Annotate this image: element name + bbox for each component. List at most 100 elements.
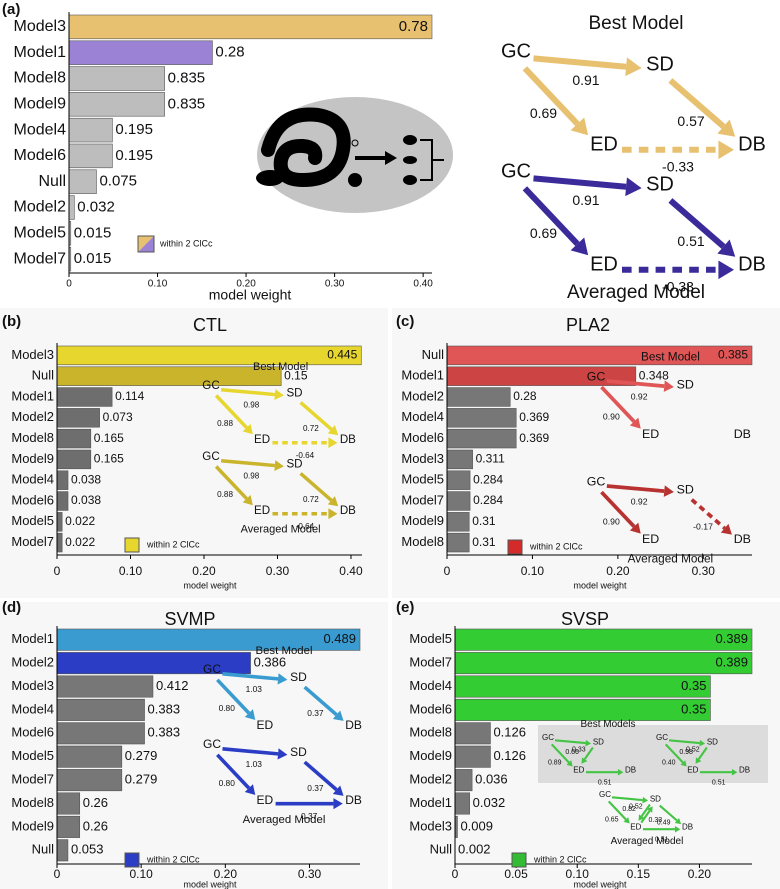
arrowhead	[242, 423, 253, 435]
arrowhead	[327, 425, 339, 436]
path-diagram: 0.660.89 0.33 0.51 GC SD ED DB Best Models	[542, 719, 636, 786]
edge-line	[664, 743, 684, 764]
edge-weight: 0.37	[301, 811, 318, 821]
edge-line	[216, 753, 251, 790]
bar	[68, 40, 213, 65]
path-diagram: 0.91 0.69 0.57 -0.33 GC SD ED DB Best Model	[501, 13, 766, 174]
arrowhead	[731, 768, 738, 776]
bar-annotation: 0.053	[71, 842, 104, 857]
category-label: Model8	[11, 430, 54, 445]
bar-annotation: 0.28	[215, 44, 244, 61]
arrowhead	[623, 817, 630, 824]
bar	[56, 449, 92, 470]
bar	[446, 449, 473, 470]
category-label: Null	[32, 368, 55, 383]
diagram-title: Best Model	[256, 645, 313, 657]
bar-annotation: 0.015	[74, 224, 112, 241]
edge-weight: 0.72	[303, 424, 319, 433]
bar-annotation: 0.26	[83, 795, 108, 810]
category-label: Model2	[11, 409, 54, 424]
bar	[68, 195, 75, 220]
bar-annotation: 0.31	[472, 535, 496, 549]
bar-annotation: 0.385	[718, 348, 748, 362]
x-tick-label: 0.20	[192, 564, 216, 578]
bar	[454, 769, 473, 792]
node-label: DB	[734, 427, 751, 441]
legend-label: within 2 ClCc	[146, 539, 200, 549]
arrowhead	[718, 260, 734, 280]
category-label: Model8	[409, 725, 452, 740]
x-tick-label: 0	[444, 564, 451, 578]
edge-weight: 0.33	[572, 747, 586, 754]
bar	[56, 491, 69, 511]
category-label: Model2	[409, 772, 452, 787]
diagram-title: Averaged Model	[243, 814, 326, 826]
x-tick-label: 0.10	[148, 279, 168, 290]
category-label: Model2	[401, 388, 444, 403]
edge-weight: 0.92	[631, 392, 648, 402]
legend-swatch	[124, 852, 140, 868]
bar	[56, 345, 362, 366]
edge-weight: 0.82	[622, 806, 636, 813]
bar	[56, 532, 63, 553]
bar	[56, 652, 251, 675]
edge-line	[690, 498, 726, 530]
edge-line	[611, 796, 643, 802]
bar	[56, 628, 361, 651]
edge-line	[583, 746, 594, 760]
legend-swatch	[124, 537, 140, 553]
bar	[56, 366, 282, 386]
node-label: GC	[656, 733, 668, 742]
node-label: GC	[501, 160, 531, 182]
bar	[56, 387, 113, 407]
bar-annotation: 0.311	[476, 452, 505, 466]
panel-label: (c)	[396, 313, 414, 330]
node-label: ED	[642, 532, 659, 546]
arrowhead	[625, 177, 642, 197]
edge-line	[668, 78, 726, 129]
category-label: Model4	[14, 121, 67, 138]
bar	[454, 675, 711, 698]
node-label: GC	[202, 450, 219, 463]
edge-weight: 0.66	[565, 749, 579, 756]
bar	[56, 722, 145, 745]
panel-label: (e)	[396, 599, 414, 616]
bar	[68, 66, 165, 91]
bar	[68, 117, 113, 143]
edge-line	[222, 672, 279, 681]
edge-weight: 0.49	[657, 819, 671, 826]
bar-annotation: 0.279	[125, 748, 158, 763]
edge-weight: -0.64	[296, 522, 315, 531]
edge-weight: 0.69	[530, 105, 557, 121]
category-label: Model3	[409, 818, 452, 833]
bar-annotation: 0.284	[473, 493, 503, 507]
category-label: Model5	[11, 748, 54, 763]
best-models-box	[538, 725, 768, 783]
arrowhead	[570, 117, 589, 136]
bar-annotation: 0.835	[168, 95, 206, 112]
bar	[446, 491, 471, 511]
node-label: GC	[203, 737, 221, 751]
arrowhead	[332, 710, 344, 721]
bar-annotation: 0.195	[115, 121, 153, 138]
arrowhead	[274, 460, 284, 471]
edge-line	[222, 747, 279, 756]
bar	[56, 792, 81, 815]
x-tick-label: 0.10	[119, 564, 143, 578]
edge-line	[533, 175, 627, 190]
node-label: GC	[587, 474, 606, 488]
category-label: Model9	[11, 818, 54, 833]
bar	[68, 14, 433, 40]
category-label: Model9	[14, 96, 67, 113]
category-label: Null	[430, 842, 453, 857]
bar-annotation: 0.009	[460, 818, 493, 833]
node-label: ED	[573, 766, 584, 775]
node-label: DB	[345, 793, 362, 807]
arrowhead	[629, 417, 641, 429]
diagram-title: Best Model	[641, 350, 700, 363]
arrowhead	[328, 437, 338, 449]
bar-annotation: 0.165	[94, 431, 124, 445]
arrowhead	[244, 784, 256, 795]
bar-annotation: 0.31	[472, 514, 496, 528]
bar-annotation: 0.26	[83, 818, 108, 833]
